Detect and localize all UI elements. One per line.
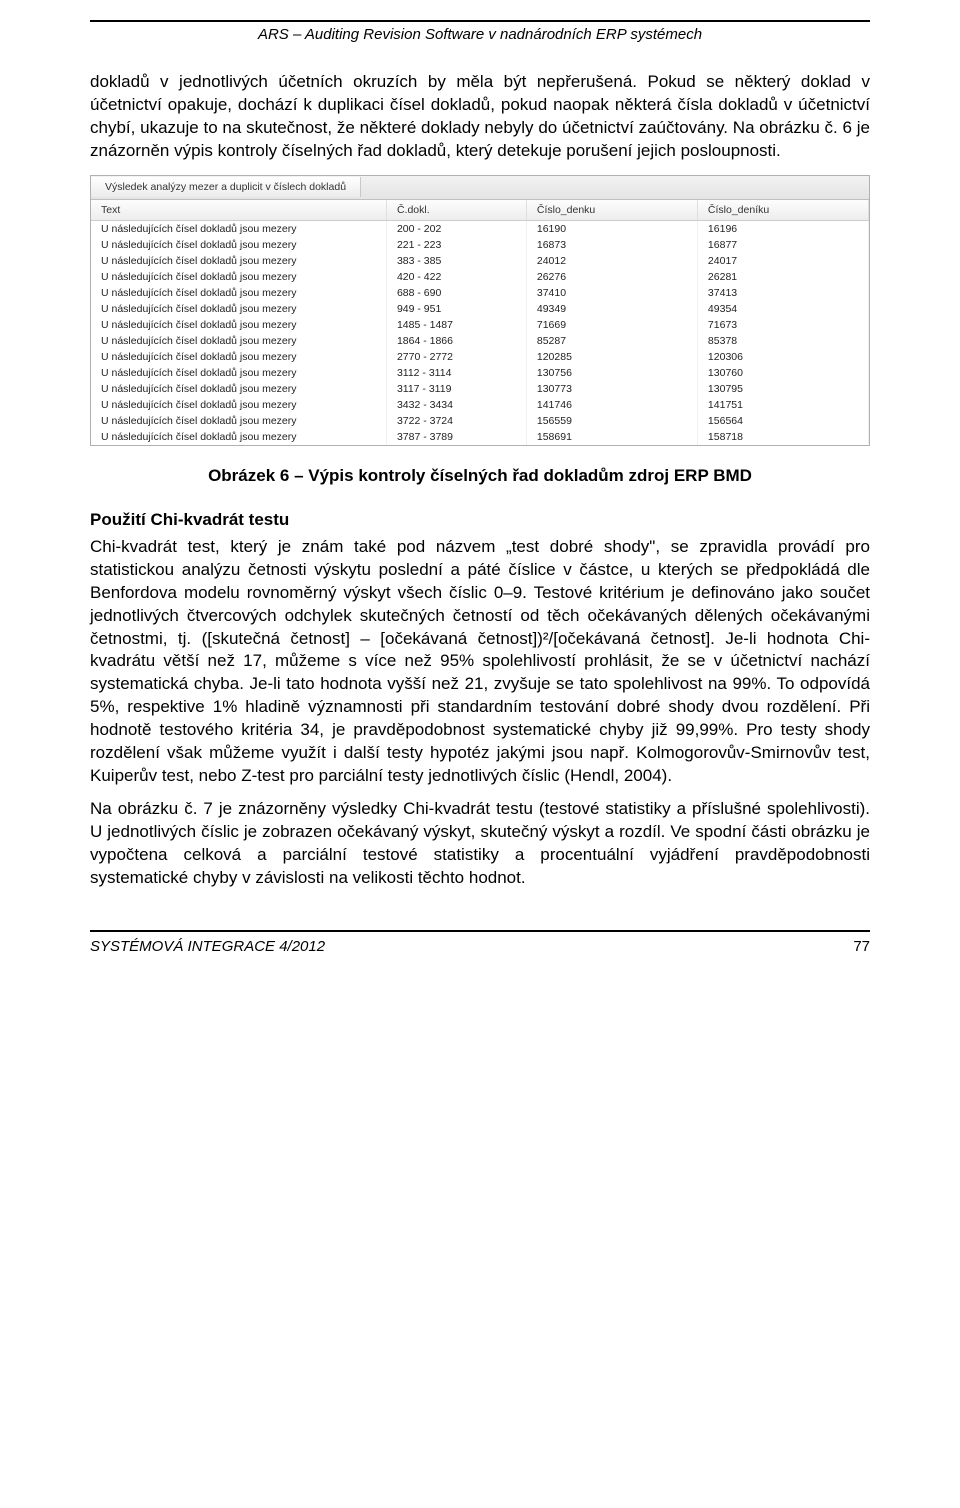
cell-text: U následujících čísel dokladů jsou mezer… — [91, 253, 386, 269]
cell-text: U následujících čísel dokladů jsou mezer… — [91, 397, 386, 413]
cell-cislo-deniku: 130795 — [697, 381, 868, 397]
paragraph-3: Na obrázku č. 7 je znázorněny výsledky C… — [90, 798, 870, 890]
table-header-row: Text Č.dokl. Číslo_denku Číslo_deníku — [91, 200, 869, 221]
cell-cdokl: 949 - 951 — [386, 301, 526, 317]
cell-text: U následujících čísel dokladů jsou mezer… — [91, 429, 386, 445]
table-row[interactable]: U následujících čísel dokladů jsou mezer… — [91, 253, 869, 269]
cell-text: U následujících čísel dokladů jsou mezer… — [91, 317, 386, 333]
cell-cdokl: 221 - 223 — [386, 237, 526, 253]
cell-cdokl: 1485 - 1487 — [386, 317, 526, 333]
page-footer: SYSTÉMOVÁ INTEGRACE 4/2012 77 — [90, 930, 870, 955]
cell-text: U následujících čísel dokladů jsou mezer… — [91, 381, 386, 397]
cell-cdokl: 3112 - 3114 — [386, 365, 526, 381]
cell-cdokl: 383 - 385 — [386, 253, 526, 269]
cell-cdokl: 420 - 422 — [386, 269, 526, 285]
cell-cislo-denku: 16190 — [526, 220, 697, 237]
cell-text: U následujících čísel dokladů jsou mezer… — [91, 285, 386, 301]
section-heading: Použití Chi-kvadrát testu — [90, 510, 870, 530]
table-row[interactable]: U následujících čísel dokladů jsou mezer… — [91, 269, 869, 285]
cell-cislo-deniku: 85378 — [697, 333, 868, 349]
cell-text: U následujících čísel dokladů jsou mezer… — [91, 301, 386, 317]
table-row[interactable]: U následujících čísel dokladů jsou mezer… — [91, 397, 869, 413]
table-row[interactable]: U následujících čísel dokladů jsou mezer… — [91, 333, 869, 349]
table-row[interactable]: U následujících čísel dokladů jsou mezer… — [91, 365, 869, 381]
header-rule — [90, 20, 870, 22]
cell-cdokl: 200 - 202 — [386, 220, 526, 237]
paragraph-1: dokladů v jednotlivých účetních okruzích… — [90, 71, 870, 163]
cell-cislo-deniku: 26281 — [697, 269, 868, 285]
cell-cislo-deniku: 16196 — [697, 220, 868, 237]
cell-cislo-denku: 26276 — [526, 269, 697, 285]
cell-cdokl: 2770 - 2772 — [386, 349, 526, 365]
cell-cislo-deniku: 158718 — [697, 429, 868, 445]
cell-text: U následujících čísel dokladů jsou mezer… — [91, 365, 386, 381]
cell-cislo-deniku: 141751 — [697, 397, 868, 413]
table-row[interactable]: U následujících čísel dokladů jsou mezer… — [91, 349, 869, 365]
cell-cislo-deniku: 24017 — [697, 253, 868, 269]
cell-cislo-deniku: 16877 — [697, 237, 868, 253]
table-row[interactable]: U následujících čísel dokladů jsou mezer… — [91, 285, 869, 301]
table-row[interactable]: U následujících čísel dokladů jsou mezer… — [91, 381, 869, 397]
cell-cislo-denku: 37410 — [526, 285, 697, 301]
cell-cislo-deniku: 130760 — [697, 365, 868, 381]
cell-cislo-denku: 130756 — [526, 365, 697, 381]
cell-cdokl: 3722 - 3724 — [386, 413, 526, 429]
footer-left: SYSTÉMOVÁ INTEGRACE 4/2012 — [90, 938, 325, 955]
table-row[interactable]: U následujících čísel dokladů jsou mezer… — [91, 413, 869, 429]
cell-text: U následujících čísel dokladů jsou mezer… — [91, 220, 386, 237]
cell-cislo-denku: 141746 — [526, 397, 697, 413]
col-text[interactable]: Text — [91, 200, 386, 221]
tab-results[interactable]: Výsledek analýzy mezer a duplicit v čísl… — [91, 177, 361, 197]
cell-cdokl: 3787 - 3789 — [386, 429, 526, 445]
cell-cislo-denku: 156559 — [526, 413, 697, 429]
screenshot-figure: Výsledek analýzy mezer a duplicit v čísl… — [90, 175, 870, 446]
cell-cislo-deniku: 49354 — [697, 301, 868, 317]
page-header: ARS – Auditing Revision Software v nadná… — [90, 26, 870, 43]
cell-cdokl: 3117 - 3119 — [386, 381, 526, 397]
col-cislo-denku[interactable]: Číslo_denku — [526, 200, 697, 221]
results-table-wrap: Text Č.dokl. Číslo_denku Číslo_deníku U … — [91, 200, 869, 445]
cell-cislo-denku: 24012 — [526, 253, 697, 269]
cell-cislo-denku: 85287 — [526, 333, 697, 349]
col-cislo-deniku[interactable]: Číslo_deníku — [697, 200, 868, 221]
cell-text: U následujících čísel dokladů jsou mezer… — [91, 333, 386, 349]
cell-cdokl: 1864 - 1866 — [386, 333, 526, 349]
cell-cdokl: 688 - 690 — [386, 285, 526, 301]
results-table: Text Č.dokl. Číslo_denku Číslo_deníku U … — [91, 200, 869, 445]
figure-caption: Obrázek 6 – Výpis kontroly číselných řad… — [90, 466, 870, 486]
table-row[interactable]: U následujících čísel dokladů jsou mezer… — [91, 301, 869, 317]
cell-cislo-denku: 130773 — [526, 381, 697, 397]
cell-text: U následujících čísel dokladů jsou mezer… — [91, 269, 386, 285]
cell-cislo-deniku: 156564 — [697, 413, 868, 429]
table-row[interactable]: U následujících čísel dokladů jsou mezer… — [91, 237, 869, 253]
cell-cislo-denku: 49349 — [526, 301, 697, 317]
table-row[interactable]: U následujících čísel dokladů jsou mezer… — [91, 429, 869, 445]
table-row[interactable]: U následujících čísel dokladů jsou mezer… — [91, 317, 869, 333]
cell-cdokl: 3432 - 3434 — [386, 397, 526, 413]
cell-cislo-denku: 16873 — [526, 237, 697, 253]
tab-bar: Výsledek analýzy mezer a duplicit v čísl… — [91, 176, 869, 200]
col-cdokl[interactable]: Č.dokl. — [386, 200, 526, 221]
cell-cislo-deniku: 37413 — [697, 285, 868, 301]
cell-text: U následujících čísel dokladů jsou mezer… — [91, 413, 386, 429]
cell-text: U následujících čísel dokladů jsou mezer… — [91, 349, 386, 365]
page-number: 77 — [853, 938, 870, 955]
cell-cislo-denku: 158691 — [526, 429, 697, 445]
table-row[interactable]: U následujících čísel dokladů jsou mezer… — [91, 220, 869, 237]
cell-cislo-denku: 120285 — [526, 349, 697, 365]
cell-text: U následujících čísel dokladů jsou mezer… — [91, 237, 386, 253]
cell-cislo-deniku: 71673 — [697, 317, 868, 333]
paragraph-2: Chi-kvadrát test, který je znám také pod… — [90, 536, 870, 788]
cell-cislo-deniku: 120306 — [697, 349, 868, 365]
cell-cislo-denku: 71669 — [526, 317, 697, 333]
